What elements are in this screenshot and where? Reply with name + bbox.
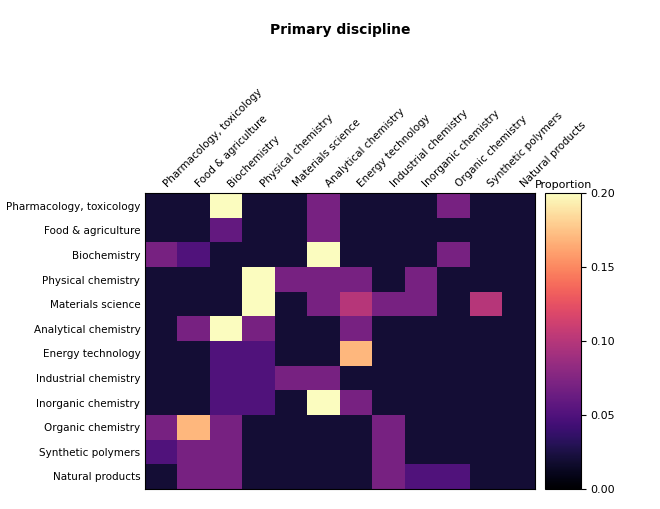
Title: Primary discipline: Primary discipline bbox=[270, 23, 411, 37]
Title: Proportion: Proportion bbox=[535, 180, 592, 190]
